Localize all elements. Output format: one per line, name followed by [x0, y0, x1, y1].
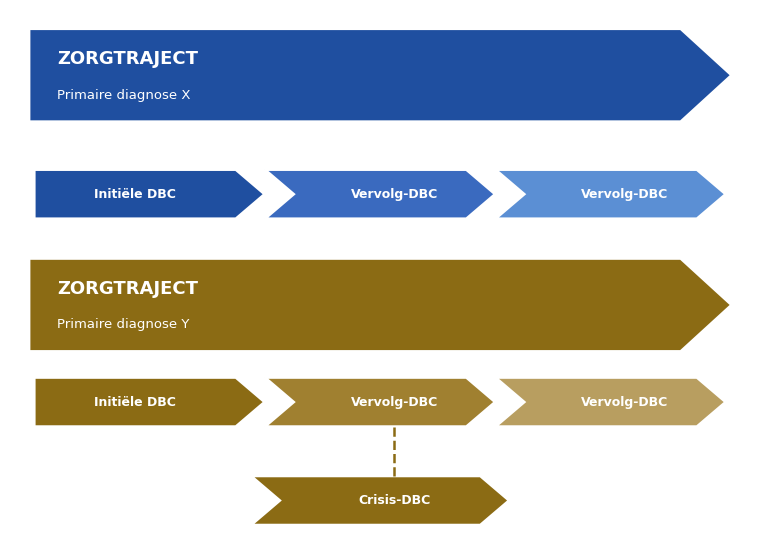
Polygon shape [496, 377, 726, 427]
Polygon shape [264, 170, 496, 219]
Text: Vervolg-DBC: Vervolg-DBC [581, 188, 669, 201]
Text: Initiële DBC: Initiële DBC [94, 395, 176, 409]
Polygon shape [34, 170, 264, 219]
Text: Vervolg-DBC: Vervolg-DBC [581, 395, 669, 409]
Polygon shape [496, 170, 726, 219]
Text: Initiële DBC: Initiële DBC [94, 188, 176, 201]
Text: Crisis-DBC: Crisis-DBC [358, 494, 431, 507]
Text: Primaire diagnose Y: Primaire diagnose Y [57, 318, 189, 331]
Polygon shape [264, 377, 496, 427]
Text: ZORGTRAJECT: ZORGTRAJECT [57, 50, 198, 68]
Polygon shape [34, 377, 264, 427]
Text: Vervolg-DBC: Vervolg-DBC [351, 395, 438, 409]
Polygon shape [30, 260, 730, 350]
Polygon shape [251, 476, 509, 525]
Text: ZORGTRAJECT: ZORGTRAJECT [57, 280, 198, 298]
Text: Primaire diagnose X: Primaire diagnose X [57, 89, 191, 102]
Text: Vervolg-DBC: Vervolg-DBC [351, 188, 438, 201]
Polygon shape [30, 30, 730, 120]
